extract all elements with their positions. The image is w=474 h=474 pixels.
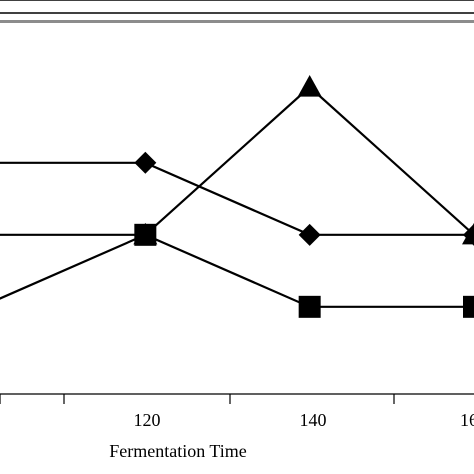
top-frame-band <box>0 0 474 14</box>
series-lines <box>0 85 474 308</box>
square-marker <box>463 295 474 318</box>
square-marker <box>298 295 321 318</box>
x-axis-ticks <box>0 394 395 404</box>
diamond-marker <box>134 151 157 174</box>
series-markers <box>133 75 474 318</box>
triangle-marker <box>297 75 322 97</box>
x-tick-label: 120 <box>134 410 161 430</box>
x-tick-label: 16 <box>460 410 474 430</box>
x-tick-label: 140 <box>300 410 327 430</box>
triangle-marker <box>462 222 474 245</box>
x-axis-title: Fermentation Time <box>109 441 247 461</box>
diamond-marker <box>298 223 321 246</box>
x-axis-tick-labels: 120 140 16 <box>134 410 474 430</box>
series-line-triangle <box>0 85 474 300</box>
triangle-marker <box>133 222 158 245</box>
series-line-square <box>0 233 474 308</box>
series-line-diamond <box>0 161 474 236</box>
